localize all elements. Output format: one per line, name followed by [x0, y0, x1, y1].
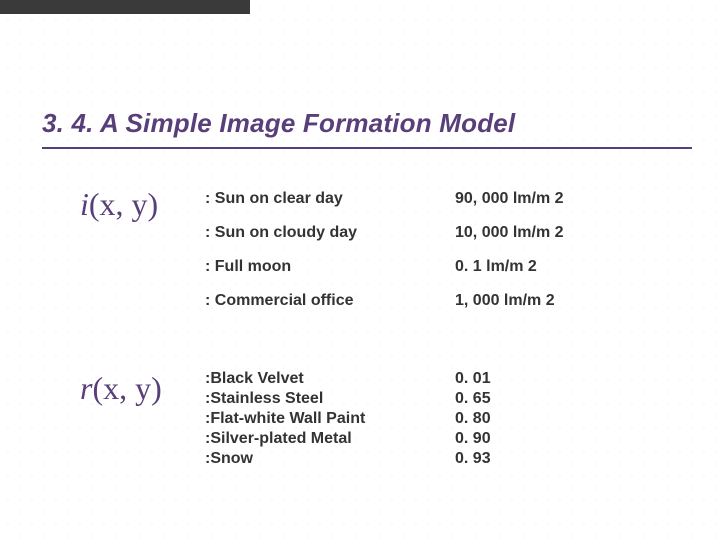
table-row: : Sun on clear day 90, 000 lm/m 2: [205, 190, 665, 208]
row-value: 0. 93: [455, 450, 655, 468]
row-label: : Sun on cloudy day: [205, 224, 455, 242]
row-label: : Commercial office: [205, 292, 455, 310]
row-value: 10, 000 lm/m 2: [455, 224, 655, 242]
row-value: 0. 90: [455, 430, 655, 448]
function-r: r(x, y): [80, 370, 162, 407]
table-row: :Stainless Steel 0. 65: [205, 390, 665, 408]
table-row: :Silver-plated Metal 0. 90: [205, 430, 665, 448]
top-strip: [0, 0, 250, 14]
section-title: 3. 4. A Simple Image Formation Model: [42, 108, 682, 139]
row-label: :Black Velvet: [205, 370, 455, 388]
function-i-symbol: i: [80, 186, 89, 222]
row-value: 0. 65: [455, 390, 655, 408]
function-i-args: (x, y): [89, 186, 158, 222]
row-value: 0. 80: [455, 410, 655, 428]
row-label: : Full moon: [205, 258, 455, 276]
table-row: :Flat-white Wall Paint 0. 80: [205, 410, 665, 428]
row-label: : Sun on clear day: [205, 190, 455, 208]
table-row: : Full moon 0. 1 lm/m 2: [205, 258, 665, 276]
reflectance-table: :Black Velvet 0. 01 :Stainless Steel 0. …: [205, 370, 665, 470]
row-value: 0. 1 lm/m 2: [455, 258, 655, 276]
table-row: : Sun on cloudy day 10, 000 lm/m 2: [205, 224, 665, 242]
row-label: :Snow: [205, 450, 455, 468]
table-row: :Snow 0. 93: [205, 450, 665, 468]
function-r-args: (x, y): [92, 370, 161, 406]
illumination-table: : Sun on clear day 90, 000 lm/m 2 : Sun …: [205, 190, 665, 326]
row-value: 90, 000 lm/m 2: [455, 190, 655, 208]
row-label: :Flat-white Wall Paint: [205, 410, 455, 428]
row-label: :Silver-plated Metal: [205, 430, 455, 448]
row-value: 0. 01: [455, 370, 655, 388]
table-row: : Commercial office 1, 000 lm/m 2: [205, 292, 665, 310]
table-row: :Black Velvet 0. 01: [205, 370, 665, 388]
row-value: 1, 000 lm/m 2: [455, 292, 655, 310]
function-r-symbol: r: [80, 370, 92, 406]
function-i: i(x, y): [80, 186, 158, 223]
row-label: :Stainless Steel: [205, 390, 455, 408]
